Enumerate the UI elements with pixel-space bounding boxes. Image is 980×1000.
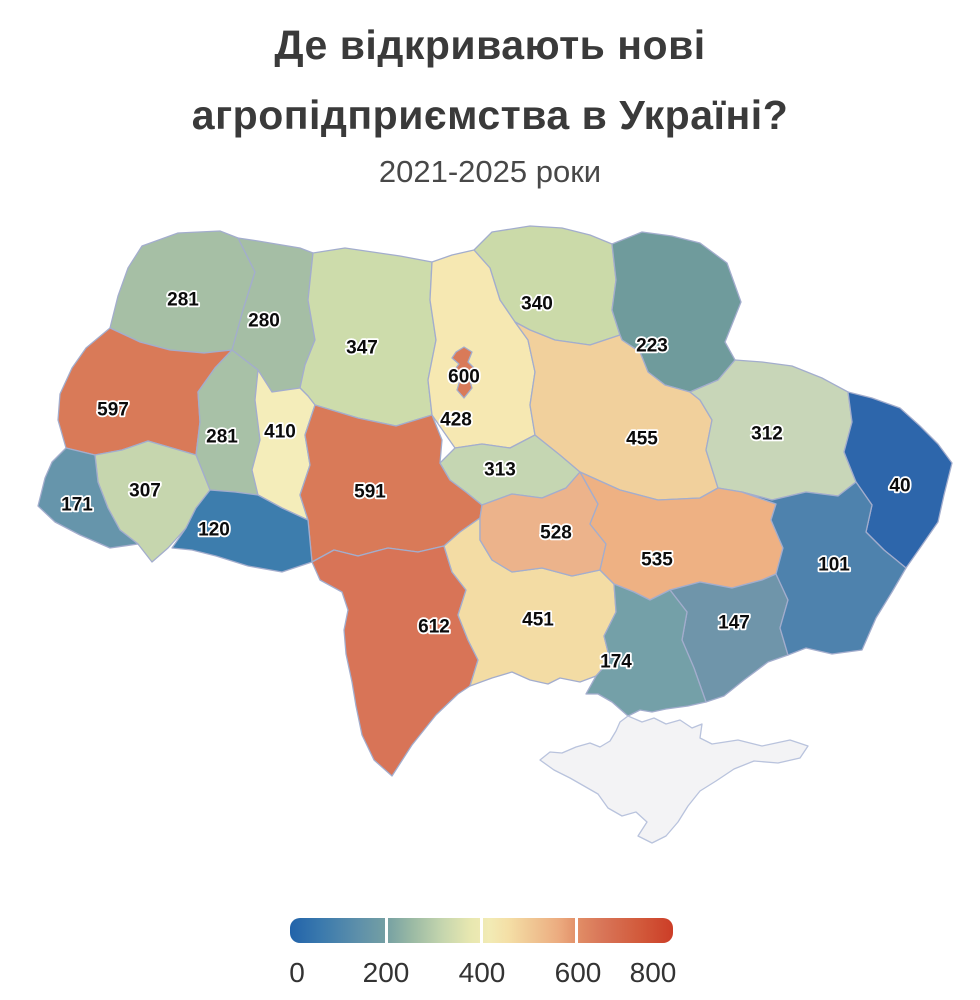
value-label-luhansk: 40 [889,476,910,497]
colorbar-separator-600 [575,918,578,943]
region-zakarpattia [37,447,139,549]
colorbar-tick-800: 800 [629,957,677,988]
value-label-khmelnytskyi: 410 [264,422,296,443]
colorbar-separator-200 [385,918,388,943]
value-label-donetsk: 101 [818,555,850,576]
colorbar-tick-400: 400 [458,957,506,988]
value-label-dnipropetrovsk: 535 [641,550,673,571]
value-label-chernivtsi: 120 [198,520,230,541]
value-label-odesa: 612 [418,617,450,638]
region-crimea-no-data [539,715,809,844]
region-kherson [585,583,707,717]
colorbar-legend: 0 200 400 600 800 [289,918,676,991]
colorbar-ticks: 0 200 400 600 800 [289,957,676,991]
colorbar [290,918,673,943]
region-chernivtsi [171,489,313,573]
value-label-ternopil: 281 [206,427,238,448]
region-luhansk [843,391,953,569]
value-label-cherkasy: 313 [484,460,516,481]
value-label-zakarpattia: 171 [61,495,93,516]
page-subtitle: 2021-2025 роки [378,154,602,189]
value-label-lviv: 597 [97,400,129,421]
value-label-zhytomyr: 347 [346,338,378,359]
value-label-volyn: 281 [167,290,199,311]
value-label-ivano-frankivsk: 307 [129,481,161,502]
colorbar-tick-200: 200 [362,957,410,988]
value-label-sumy: 223 [636,336,668,357]
value-label-kharkiv: 312 [751,424,783,445]
region-donetsk [741,481,907,656]
value-label-mykolaiv: 451 [522,610,554,631]
value-label-kyiv-oblast: 428 [440,410,472,431]
value-label-zaporizhzhia: 147 [718,613,750,634]
value-label-kyiv-city: 600 [448,367,480,388]
ukraine-choropleth-map: 281 280 347 340 223 597 281 410 428 600 … [37,225,953,844]
region-odesa [311,545,479,777]
value-label-kherson: 174 [600,652,632,673]
value-label-vinnytsia: 591 [354,482,386,503]
value-label-poltava: 455 [626,429,658,450]
page-title-line1: Де відкривають нові [274,22,706,68]
colorbar-tick-0: 0 [289,957,305,988]
region-kyiv-city [451,346,475,399]
colorbar-separator-400 [480,918,483,943]
value-label-chernihiv: 340 [521,294,553,315]
value-label-kirovohrad: 528 [540,523,572,544]
page-title-line2: агропідприємства в Україні? [191,92,789,138]
value-label-rivne: 280 [248,311,280,332]
colorbar-tick-600: 600 [554,957,602,988]
